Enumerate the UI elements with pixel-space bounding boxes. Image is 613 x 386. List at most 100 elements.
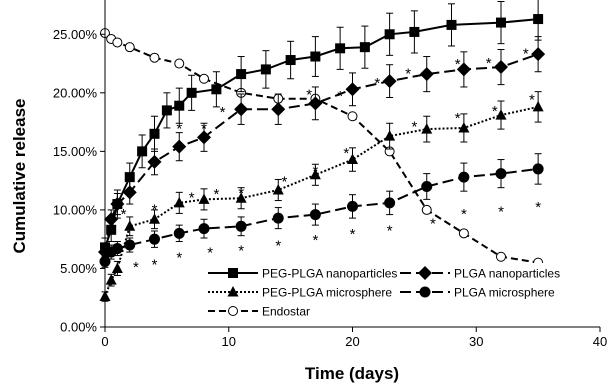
data-point [496, 17, 506, 28]
significance-asterisk: * [282, 173, 288, 190]
data-point [347, 200, 358, 212]
significance-asterisk: * [430, 215, 436, 232]
significance-asterisk: * [343, 145, 349, 162]
data-point [186, 87, 197, 98]
data-point [310, 51, 321, 62]
data-point [124, 172, 135, 183]
data-point [458, 228, 469, 239]
x-tick-label: 0 [101, 334, 108, 349]
data-point [137, 146, 148, 157]
significance-asterisk: * [411, 118, 417, 135]
data-point [112, 199, 123, 210]
data-point [495, 168, 507, 180]
data-point [359, 42, 370, 53]
significance-asterisk: * [461, 206, 467, 223]
data-point [105, 274, 117, 285]
plot-area: * * * * * * * * * * * * * * * * * * * * * * * * * * * * * * * * * * * [98, 0, 546, 302]
data-point [122, 185, 137, 200]
data-point [531, 47, 546, 62]
data-point [124, 239, 136, 251]
legend-item: PEG-PLGA microsphere [208, 286, 392, 300]
legend-item: Endostar [208, 305, 310, 319]
data-point [384, 130, 396, 141]
legend-item: PLGA microsphere [400, 286, 555, 300]
data-point [234, 102, 249, 117]
data-point [124, 220, 136, 231]
significance-asterisk: * [133, 259, 139, 276]
significance-asterisk: * [387, 222, 393, 239]
legend-label: PLGA microsphere [454, 286, 555, 300]
data-point [149, 52, 160, 63]
data-point [309, 209, 321, 221]
data-point [421, 123, 433, 134]
data-point [532, 100, 544, 112]
series-line [104, 167, 539, 262]
significance-asterisk: * [492, 103, 498, 120]
data-point [532, 163, 544, 175]
significance-asterisk: * [455, 110, 461, 127]
legend-marker [228, 306, 238, 316]
data-point [272, 212, 284, 224]
data-point [458, 121, 470, 133]
data-point [198, 193, 210, 204]
data-point [384, 29, 395, 40]
data-point [106, 224, 117, 235]
significance-asterisk: * [337, 88, 343, 105]
legend-marker [228, 268, 238, 278]
legend-marker [418, 266, 432, 280]
data-point [456, 62, 471, 77]
data-point [111, 243, 123, 255]
significance-asterisk: * [220, 104, 226, 121]
data-point [173, 227, 185, 239]
data-point [446, 19, 457, 30]
significance-asterisk: * [176, 121, 182, 138]
significance-asterisk: * [535, 199, 541, 216]
legend: PEG-PLGA nanoparticles PLGA nanoparticles… [205, 263, 605, 321]
data-point [347, 153, 358, 165]
data-point [124, 42, 135, 53]
data-point [235, 220, 247, 232]
y-tick-label: 15.00% [53, 144, 98, 159]
significance-asterisk: * [523, 46, 529, 63]
data-point [211, 84, 222, 95]
data-point [198, 223, 210, 235]
significance-asterisk: * [455, 56, 461, 73]
data-point [285, 55, 296, 66]
significance-asterisk: * [121, 206, 127, 223]
legend-item: PEG-PLGA nanoparticles [208, 267, 397, 281]
data-point [495, 109, 507, 120]
data-point [308, 96, 323, 111]
y-tick-label: 25.00% [53, 27, 98, 42]
y-tick-label: 20.00% [53, 85, 98, 100]
data-point [496, 251, 506, 262]
data-point [260, 64, 271, 75]
legend-label: PEG-PLGA nanoparticles [262, 267, 397, 281]
data-point [382, 74, 397, 89]
data-point [494, 60, 508, 75]
data-point [236, 69, 247, 80]
significance-asterisk: * [306, 87, 312, 104]
data-point [272, 184, 284, 195]
significance-asterisk: * [201, 121, 207, 138]
data-point [149, 233, 160, 245]
significance-asterisk: * [152, 201, 158, 218]
significance-asterisk: * [213, 186, 219, 203]
series-endostar [100, 28, 544, 268]
data-point [174, 58, 185, 69]
significance-asterisk: * [350, 226, 356, 243]
significance-asterisk: * [486, 55, 492, 72]
legend-label: PLGA nanoparticles [454, 267, 560, 281]
data-point [458, 171, 470, 183]
data-point [174, 100, 185, 111]
series-plga-microsphere [99, 153, 544, 268]
x-axis-title: Time (days) [305, 364, 399, 383]
significance-asterisk: * [405, 66, 411, 83]
significance-asterisk: * [207, 245, 213, 262]
data-point [309, 168, 321, 180]
legend-label: Endostar [262, 305, 310, 319]
data-point [147, 154, 162, 169]
y-tick-label: 5.00% [60, 261, 97, 276]
series-line [104, 32, 539, 264]
data-point [173, 196, 185, 208]
